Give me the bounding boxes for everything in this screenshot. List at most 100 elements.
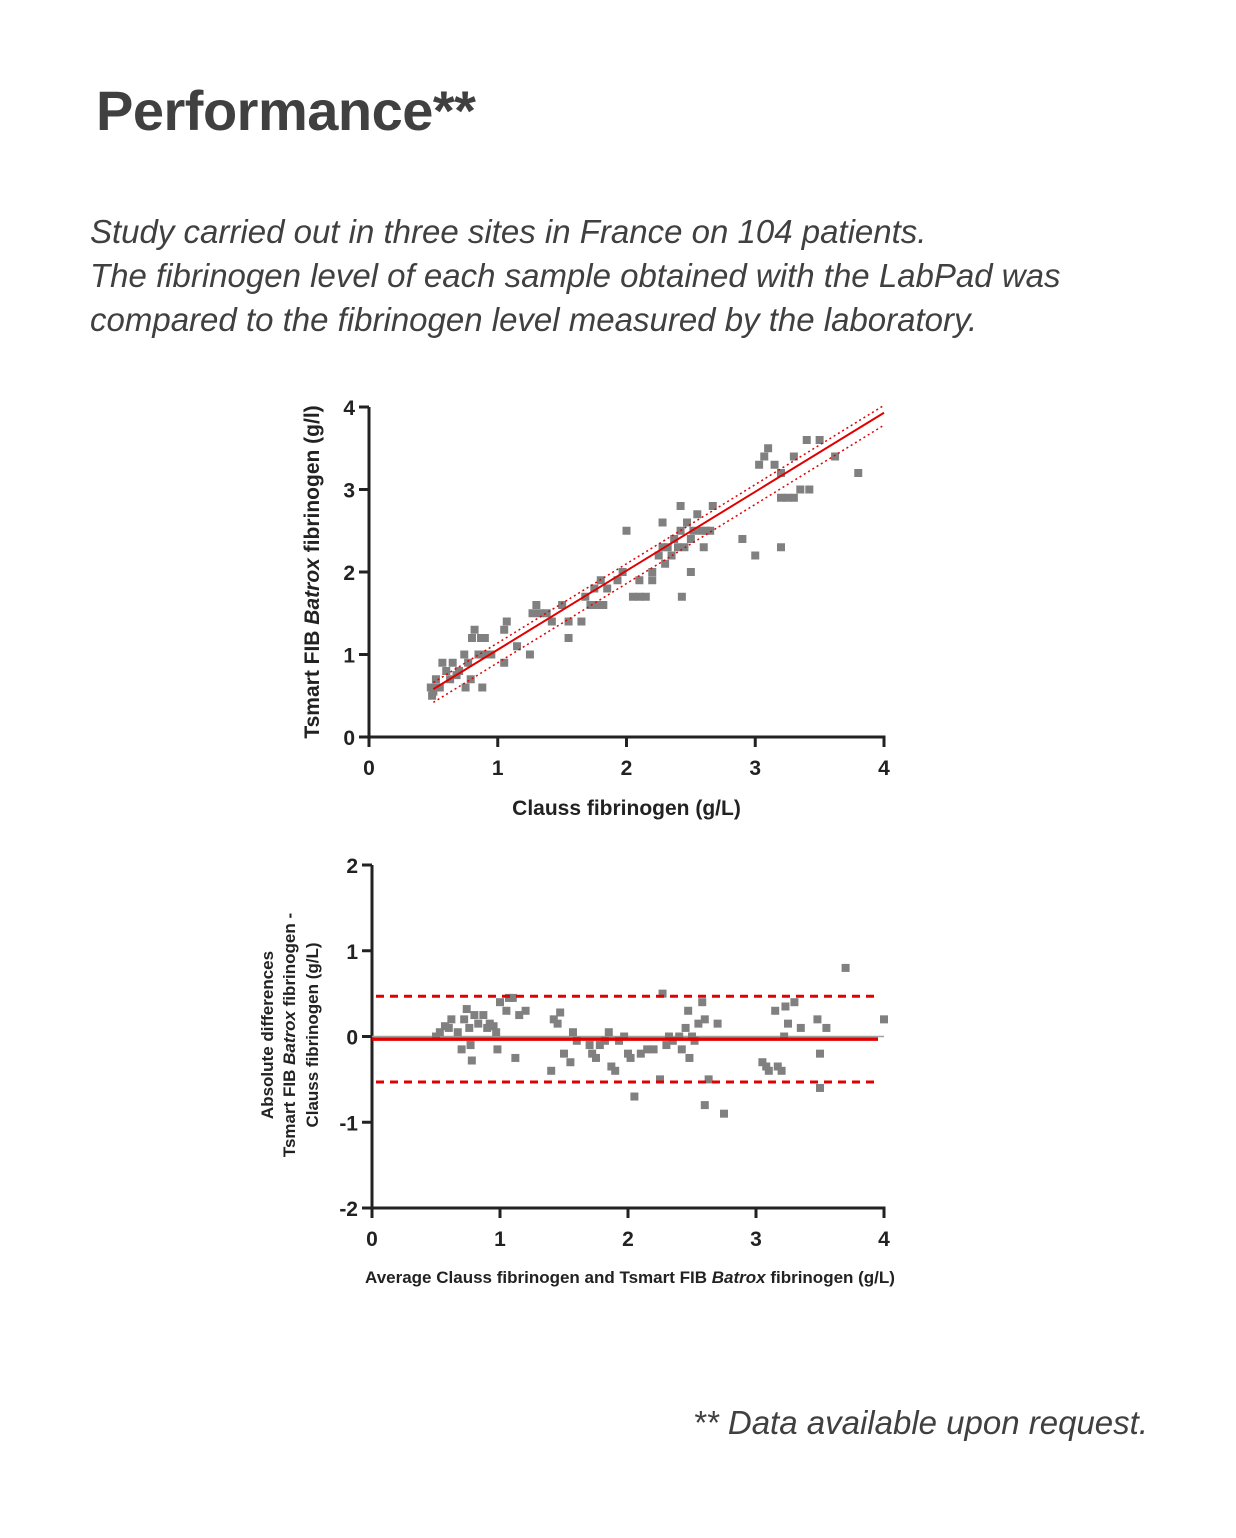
data-point — [607, 1062, 616, 1071]
data-point — [566, 1058, 575, 1067]
x-tick-label: 1 — [492, 757, 504, 780]
data-point — [781, 1002, 790, 1011]
data-point — [435, 1028, 444, 1037]
data-point — [564, 634, 573, 642]
x-tick-label: 3 — [750, 1228, 762, 1251]
data-point — [683, 518, 692, 527]
y-axis-label-line: Absolute differences — [258, 951, 277, 1119]
data-point — [780, 1032, 789, 1041]
data-point — [613, 576, 622, 585]
data-point — [676, 502, 685, 510]
data-point — [789, 452, 798, 461]
data-point — [467, 1056, 476, 1065]
data-point — [661, 559, 670, 568]
data-point — [704, 1075, 713, 1084]
data-point — [556, 1008, 565, 1017]
regression-line — [432, 411, 885, 691]
data-point — [664, 1032, 673, 1041]
confidence-upper-line — [432, 404, 885, 684]
data-point — [521, 1006, 530, 1015]
data-point — [662, 1041, 671, 1050]
data-point — [464, 658, 473, 667]
data-point — [706, 526, 715, 535]
data-point — [789, 493, 798, 502]
data-point — [442, 667, 451, 675]
data-point — [460, 1015, 469, 1024]
data-point — [677, 592, 686, 601]
data-point — [474, 1019, 483, 1028]
data-point — [816, 1049, 824, 1058]
data-point — [630, 1092, 639, 1101]
data-point — [677, 1045, 686, 1054]
x-tick-label: 2 — [621, 757, 633, 780]
data-point — [588, 1049, 597, 1058]
data-point — [558, 601, 567, 609]
data-point — [675, 1032, 684, 1041]
footnote: ** Data available upon request. — [693, 1404, 1148, 1441]
data-point — [693, 510, 702, 519]
data-point — [654, 551, 663, 560]
data-point — [496, 998, 504, 1007]
data-point — [513, 642, 522, 651]
data-point — [656, 1075, 664, 1084]
data-point — [542, 609, 551, 618]
data-point — [699, 543, 708, 552]
data-point — [698, 998, 707, 1007]
data-point — [455, 667, 464, 675]
y-tick-label: 4 — [343, 397, 355, 420]
data-point — [777, 1066, 786, 1075]
data-point — [603, 584, 612, 593]
data-point — [762, 1062, 771, 1071]
data-point — [667, 551, 676, 560]
data-point — [773, 1062, 782, 1071]
y-tick-label: 3 — [343, 480, 355, 503]
data-point — [432, 1032, 440, 1041]
data-point — [784, 1019, 792, 1028]
data-point — [694, 1019, 703, 1028]
data-point — [500, 625, 509, 634]
data-point — [577, 617, 586, 626]
y-tick-label: 1 — [346, 941, 358, 964]
data-point — [453, 1028, 462, 1037]
data-point — [470, 1011, 479, 1020]
data-point — [489, 1022, 498, 1031]
data-point — [822, 1023, 831, 1032]
data-point — [457, 1045, 466, 1054]
x-tick-label: 1 — [494, 1228, 506, 1251]
data-point — [438, 658, 447, 667]
data-point — [604, 1028, 613, 1037]
intro-line: compared to the fibrinogen level measure… — [90, 301, 978, 338]
data-point — [758, 1058, 767, 1067]
data-point — [738, 535, 747, 543]
data-point — [708, 502, 717, 510]
x-axis-label: Average Clauss fibrinogen and Tsmart FIB… — [365, 1268, 895, 1287]
data-point — [720, 1109, 728, 1118]
data-point — [815, 436, 824, 444]
data-point — [478, 683, 487, 692]
data-point — [508, 993, 517, 1002]
intro-line: Study carried out in three sites in Fran… — [90, 213, 927, 250]
data-point — [674, 543, 682, 552]
y-tick-label: 2 — [346, 855, 358, 878]
data-point — [624, 1049, 632, 1058]
data-point — [460, 650, 469, 659]
data-point — [620, 1032, 629, 1041]
data-point — [447, 1015, 456, 1024]
data-point — [493, 1045, 502, 1054]
data-point — [663, 543, 672, 552]
data-point — [670, 535, 679, 543]
data-point — [770, 460, 779, 469]
x-axis-label: Clauss fibrinogen (g/L) — [512, 797, 741, 820]
data-point — [479, 1011, 488, 1020]
data-point — [635, 592, 644, 601]
data-point — [764, 1066, 773, 1075]
data-point — [764, 444, 773, 453]
data-point — [751, 551, 760, 560]
y-axis-label-line: Tsmart FIB Batrox fibrinogen - — [280, 913, 299, 1157]
data-point — [684, 1006, 693, 1015]
bland-altman-chart: 0 1 2 3 4 -2 -1 0 1 2 Average Clauss fibrinogen an… — [258, 855, 895, 1287]
data-point — [448, 658, 457, 667]
data-point — [515, 1011, 524, 1020]
confidence-lower-line — [432, 424, 885, 703]
